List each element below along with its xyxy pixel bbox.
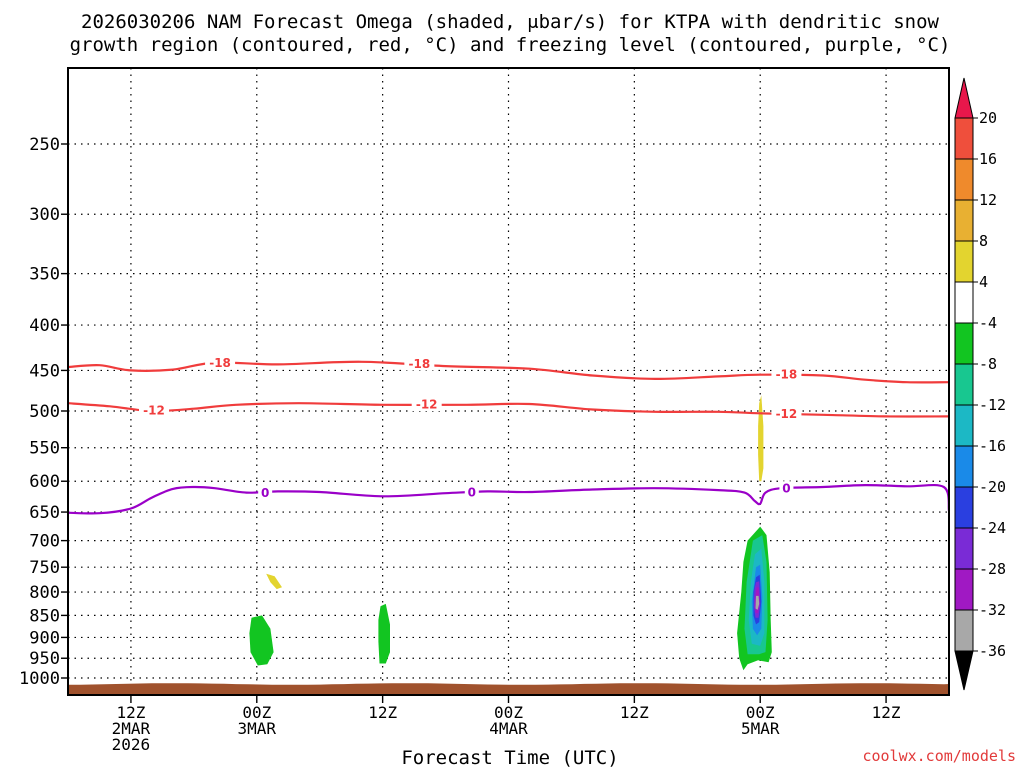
x-tick-label: 4MAR [489, 719, 528, 738]
y-tick-label: 600 [29, 472, 60, 492]
contour-line [67, 483, 951, 515]
y-tick-label: 650 [29, 503, 60, 523]
colorbar-swatch [954, 199, 974, 242]
y-tick-label: 350 [29, 265, 60, 285]
colorbar-label: -32 [979, 601, 1006, 619]
contour-label: -18 [409, 357, 431, 371]
contour-label: 0 [782, 482, 790, 496]
temperature-contours [67, 360, 951, 515]
contour-line [67, 402, 950, 418]
chart-title-line1: 2026030206 NAM Forecast Omega (shaded, μ… [81, 11, 939, 33]
x-tick-label: 3MAR [238, 719, 277, 738]
y-tick-label: 700 [29, 532, 60, 552]
x-tick-label: 00Z [242, 703, 271, 722]
grid-lines [68, 68, 949, 695]
x-tick-label: 12Z [368, 703, 397, 722]
contour-label: 0 [468, 485, 476, 499]
colorbar: 20 16 12 8 4 -4 -8 -12 -16 -20 -24 -28 -32 -36 [954, 77, 1006, 691]
x-tick-label: 12Z [620, 703, 649, 722]
colorbar-swatch [954, 322, 974, 365]
colorbar-swatch [954, 445, 974, 488]
colorbar-swatch [954, 240, 974, 283]
colorbar-label: -20 [979, 478, 1006, 496]
contour-label-bg [404, 356, 435, 371]
y-tick-label: 800 [29, 583, 60, 603]
x-tick-label: 2026 [112, 735, 151, 754]
y-tick-label: 850 [29, 606, 60, 626]
colorbar-label: 12 [979, 191, 997, 209]
omega-shading [249, 395, 772, 671]
y-tick-label: 450 [29, 361, 60, 381]
contour-label-bg [771, 406, 802, 421]
contour-label: -18 [776, 367, 798, 381]
contour-label-bg [779, 481, 794, 496]
y-tick-label: 550 [29, 439, 60, 459]
x-tick-label: 2MAR [112, 719, 151, 738]
colorbar-bottom-arrow [954, 650, 974, 691]
x-axis-label: Forecast Time (UTC) [401, 747, 618, 768]
x-tick-label: 00Z [746, 703, 775, 722]
credit-text: coolwx.com/models [862, 747, 1016, 765]
colorbar-label: -4 [979, 314, 997, 332]
colorbar-swatch [954, 568, 974, 611]
y-tick-label: 250 [29, 135, 60, 155]
contour-label: -12 [776, 407, 798, 421]
contour-line [67, 360, 950, 384]
y-tick-label: 750 [29, 558, 60, 578]
contour-label-bg [139, 403, 170, 418]
x-tick-label: 00Z [494, 703, 523, 722]
colorbar-top-arrow [954, 77, 974, 119]
contour-label-bg [258, 485, 273, 500]
colorbar-swatch [954, 609, 974, 652]
colorbar-swatch [954, 404, 974, 447]
omega-region [758, 395, 764, 482]
colorbar-swatch [954, 117, 974, 160]
colorbar-label: 4 [979, 273, 988, 291]
x-tick-label: 5MAR [741, 719, 780, 738]
omega-region [266, 573, 282, 590]
colorbar-label: -8 [979, 355, 997, 373]
y-axis-ticks: 2503003504004505005506006507007508008509… [19, 135, 68, 689]
ground-layer [68, 683, 949, 695]
colorbar-label: 8 [979, 232, 988, 250]
colorbar-swatch [954, 158, 974, 201]
contour-label-bg [771, 366, 802, 381]
contour-labels: -18 -18 -18 -12 -12 -12 0 0 0 [139, 355, 802, 500]
chart-title-line2: growth region (contoured, red, °C) and f… [70, 34, 951, 56]
y-tick-label: 1000 [19, 669, 60, 689]
colorbar-swatch [954, 363, 974, 406]
colorbar-label: -12 [979, 396, 1006, 414]
contour-label-bg [411, 397, 442, 412]
contour-label: -12 [416, 398, 438, 412]
y-tick-label: 950 [29, 649, 60, 669]
colorbar-label: 16 [979, 150, 997, 168]
x-tick-label: 12Z [872, 703, 901, 722]
y-tick-label: 900 [29, 628, 60, 648]
contour-label: -12 [143, 404, 165, 418]
omega-region [755, 595, 760, 610]
y-tick-label: 400 [29, 316, 60, 336]
omega-region [378, 603, 390, 664]
y-tick-label: 300 [29, 205, 60, 225]
x-tick-label: 12Z [116, 703, 145, 722]
contour-label-bg [205, 355, 236, 370]
contour-label: -18 [209, 356, 231, 370]
colorbar-label: 20 [979, 109, 997, 127]
colorbar-swatch [954, 281, 974, 324]
colorbar-label: -16 [979, 437, 1006, 455]
omega-region [249, 615, 274, 666]
colorbar-label: -36 [979, 642, 1006, 660]
contour-label-bg [464, 484, 479, 499]
colorbar-label: -28 [979, 560, 1006, 578]
ground-band [68, 683, 949, 695]
colorbar-swatch [954, 486, 974, 529]
colorbar-label: -24 [979, 519, 1006, 537]
contour-label: 0 [261, 486, 269, 500]
y-tick-label: 500 [29, 402, 60, 422]
colorbar-swatch [954, 527, 974, 570]
